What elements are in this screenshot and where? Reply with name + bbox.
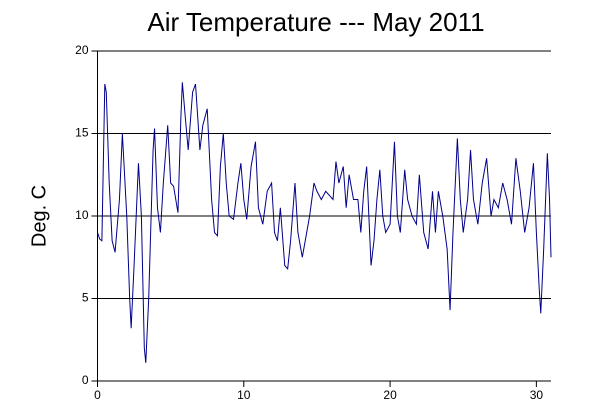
x-tick-label: 0 — [94, 388, 101, 402]
y-tick-label: 5 — [82, 291, 89, 305]
y-tick-label: 10 — [75, 208, 89, 222]
y-tick-label: 15 — [75, 126, 89, 140]
line — [97, 82, 552, 363]
y-axis-label: Deg. C — [28, 185, 50, 247]
y-tick-label: 0 — [82, 373, 89, 387]
chart-title: Air Temperature --- May 2011 — [147, 7, 484, 37]
y-tick-label: 20 — [75, 43, 89, 57]
x-tick-label: 10 — [237, 388, 251, 402]
x-tick-label: 20 — [383, 388, 397, 402]
x-tick-label: 30 — [530, 388, 544, 402]
